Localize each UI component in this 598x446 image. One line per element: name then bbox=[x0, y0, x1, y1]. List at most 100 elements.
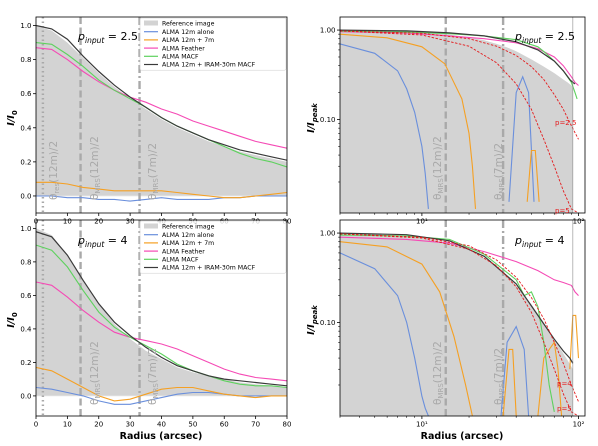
series-line-alma-12m-alone bbox=[36, 386, 287, 405]
series-line-alma-12m-7m bbox=[569, 314, 580, 370]
axes-frame bbox=[339, 16, 586, 214]
x-tick-label: 30 bbox=[126, 218, 135, 226]
legend-label: ALMA 12m + 7m bbox=[162, 37, 214, 44]
x-tick-label: 10¹ bbox=[416, 218, 428, 226]
y-tick-label: 1.00 bbox=[320, 27, 336, 35]
series-line-alma-12m-iram-30m-macf bbox=[36, 24, 287, 161]
legend-label: ALMA 12m + IRAM-30m MACF bbox=[162, 265, 256, 272]
legend-label: ALMA 12m + 7m bbox=[162, 240, 214, 247]
theta-mrs7-label-top: θMRS(7m)/2 bbox=[147, 143, 160, 200]
series-line-p-5 bbox=[340, 233, 579, 416]
series-line-alma-12m-iram-30m-macf bbox=[340, 29, 576, 85]
x-tick-label: 10² bbox=[573, 218, 585, 226]
y-tick-label: 1.0 bbox=[20, 225, 31, 233]
x-tick-label: 80 bbox=[283, 421, 292, 429]
reference-area bbox=[340, 233, 573, 416]
x-tick-label: 10 bbox=[63, 218, 72, 226]
theta-mrs7-label-right-top: θMRS(7m)/2 bbox=[493, 143, 506, 200]
series-line-p-4 bbox=[340, 233, 579, 402]
legend-label: ALMA 12m + IRAM-30m MACF bbox=[162, 62, 256, 69]
series-line-alma-12m-7m bbox=[340, 33, 477, 209]
p4-label: p=4 bbox=[557, 380, 572, 388]
y-tick-label: 0.0 bbox=[20, 192, 31, 200]
theta-mrs7-label-bottom: θMRS(7m)/2 bbox=[147, 348, 160, 405]
series-line-alma-12m-alone bbox=[508, 75, 535, 202]
y-tick-label: 1.0 bbox=[20, 22, 31, 30]
series-line-p-5 bbox=[340, 30, 579, 213]
legend-label: ALMA MACF bbox=[162, 54, 199, 61]
y-tick-label: 0.10 bbox=[320, 319, 336, 327]
y-axis-label-top-left: I/I0 bbox=[6, 110, 19, 126]
y-tick-label: 0.10 bbox=[320, 116, 336, 124]
x-tick-label: 10¹ bbox=[416, 421, 428, 429]
series-line-alma-12m-iram-30m-macf bbox=[36, 231, 287, 387]
legend-label: ALMA MACF bbox=[162, 257, 199, 264]
series-line-alma-12m-iram-30m-macf bbox=[340, 232, 574, 364]
series-line-p-2-5 bbox=[340, 30, 579, 140]
panel-title-bottom-left: pinput = 4 bbox=[77, 234, 128, 249]
series-line-alma-12m-7m bbox=[340, 241, 473, 416]
panel-top-right: 0.10 1.00 10¹ 10² bbox=[320, 16, 586, 226]
x-tick-label: 0 bbox=[34, 421, 38, 429]
series-line-alma-12m-alone bbox=[340, 252, 429, 416]
series-line-alma-12m-7m bbox=[36, 366, 287, 402]
theta-mrs12-label-right-bottom: θMRS(12m)/2 bbox=[432, 341, 445, 405]
x-tick-label: 20 bbox=[94, 421, 103, 429]
reference-area bbox=[36, 25, 287, 196]
y-tick-label: 0.6 bbox=[20, 292, 32, 300]
series-line-alma-12m-7m bbox=[537, 340, 563, 416]
panel-title-top-right: pinput = 2.5 bbox=[514, 30, 575, 45]
legend-label: ALMA 12m alone bbox=[162, 232, 214, 239]
legend-label: ALMA Feather bbox=[162, 248, 205, 255]
series-line-alma-12m-alone bbox=[340, 43, 429, 209]
y-tick-label: 1.00 bbox=[320, 230, 336, 238]
legend-swatch bbox=[144, 223, 158, 229]
reference-area bbox=[340, 30, 573, 213]
theta-mrs12-label-top: θMRS(12m)/2 bbox=[89, 136, 102, 200]
x-tick-label: 50 bbox=[188, 421, 197, 429]
theta-mrs12-label-right-top: θMRS(12m)/2 bbox=[432, 136, 445, 200]
reference-area bbox=[36, 228, 287, 396]
y-tick-label: 0.8 bbox=[20, 56, 31, 64]
x-axis-label-right: Radius (arcsec) bbox=[421, 431, 504, 442]
y-tick-label: 0.8 bbox=[20, 258, 31, 266]
series-line-alma-12m-7m bbox=[502, 348, 517, 416]
y-tick-label: 0.6 bbox=[20, 90, 32, 98]
y-axis-label-bottom-right: I/Ipeak bbox=[306, 304, 319, 335]
panel-title-top-left: pinput = 2.5 bbox=[77, 30, 138, 45]
x-tick-label: 40 bbox=[157, 421, 166, 429]
axes-frame bbox=[339, 219, 586, 417]
legend-swatch bbox=[144, 20, 158, 26]
x-tick-label: 10 bbox=[63, 421, 72, 429]
legend-box bbox=[139, 17, 287, 71]
y-tick-label: 0.4 bbox=[20, 124, 32, 132]
panel-bottom-right: 0.10 1.00 10¹ 10² bbox=[320, 219, 586, 429]
series-line-alma-feather bbox=[36, 281, 287, 382]
legend-label: Reference image bbox=[162, 21, 215, 28]
panel-bottom-left: 0.0 0.2 0.4 0.6 0.8 1.0 0 10 20 30 40 50 60 70 80 bbox=[20, 219, 292, 429]
p5-label-bottom: p=5 bbox=[557, 405, 572, 413]
theta-mrs12-label-bottom: θMRS(12m)/2 bbox=[89, 341, 102, 405]
y-tick-label: 0.2 bbox=[20, 158, 31, 166]
series-line-alma-macf bbox=[36, 244, 287, 389]
theta-mrs7-label-right-bottom: θMRS(7m)/2 bbox=[493, 348, 506, 405]
y-axis-label-top-right: I/Ipeak bbox=[306, 102, 319, 133]
y-tick-label: 0.4 bbox=[20, 325, 32, 333]
legend-label: ALMA Feather bbox=[162, 45, 205, 52]
y-axis-label-bottom-left: I/I0 bbox=[6, 312, 19, 328]
series-line-alma-12m-alone bbox=[500, 325, 530, 416]
x-tick-label: 70 bbox=[251, 421, 260, 429]
legend-box bbox=[139, 220, 287, 274]
legend-label: Reference image bbox=[162, 224, 215, 231]
series-line-alma-12m-7m bbox=[526, 149, 540, 202]
p5-label-top: p=5 bbox=[555, 207, 570, 215]
p25-label: p=2.5 bbox=[555, 119, 576, 127]
panel-title-bottom-right: pinput = 4 bbox=[514, 234, 565, 249]
theta-res-label-top: θres(12m)/2 bbox=[48, 141, 61, 200]
x-axis-label-left: Radius (arcsec) bbox=[120, 431, 203, 442]
series-line-alma-12m-7m bbox=[36, 181, 287, 199]
x-tick-label: 10² bbox=[573, 421, 585, 429]
